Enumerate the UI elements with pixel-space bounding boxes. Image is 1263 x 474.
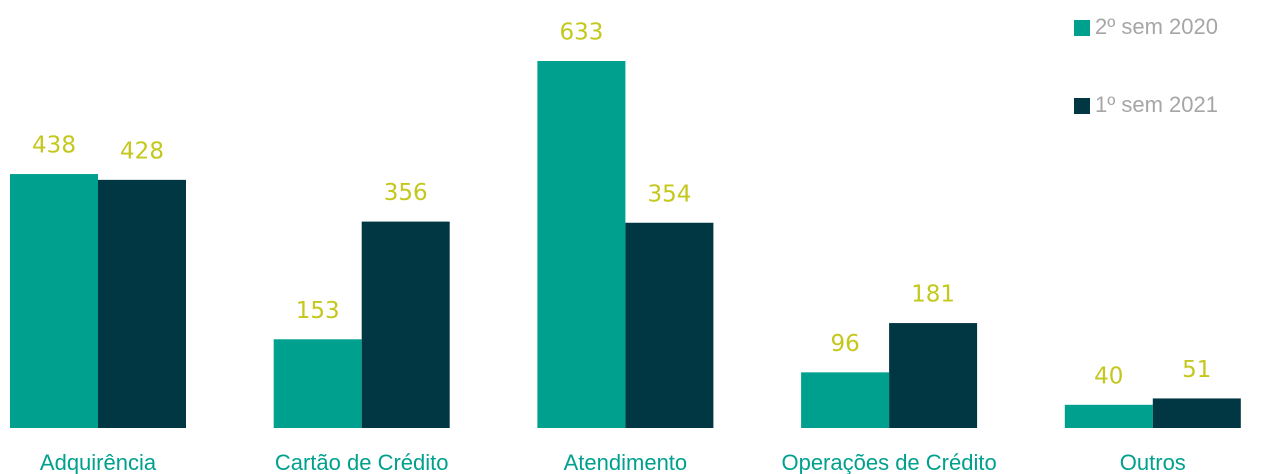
value-label: 51: [1182, 357, 1211, 383]
value-label: 633: [559, 20, 603, 46]
bar: [625, 222, 714, 428]
bar: [1152, 398, 1241, 428]
x-tick-label: Operações de Crédito: [781, 450, 996, 474]
bar: [273, 339, 362, 428]
legend-swatch: [1074, 98, 1090, 114]
legend-label: 1º sem 2021: [1095, 92, 1218, 117]
value-label: 40: [1094, 363, 1123, 389]
value-label: 428: [120, 138, 164, 164]
value-label: 181: [911, 282, 955, 308]
bar: [801, 372, 890, 428]
legend-swatch: [1074, 20, 1090, 36]
x-tick-label: Cartão de Crédito: [275, 450, 449, 474]
bar: [361, 221, 450, 428]
value-label: 96: [830, 331, 859, 357]
bar: [1064, 404, 1153, 428]
x-tick-label: Atendimento: [564, 450, 688, 474]
x-tick-label: Outros: [1120, 450, 1186, 474]
legend-label: 2º sem 2020: [1095, 14, 1218, 39]
value-label: 438: [32, 133, 76, 159]
x-tick-label: Adquirência: [40, 450, 157, 474]
bar: [889, 323, 978, 428]
value-label: 153: [296, 298, 340, 324]
bar: [98, 179, 186, 428]
value-label: 354: [647, 181, 691, 207]
bar: [10, 174, 98, 428]
bar: [537, 61, 626, 428]
value-label: 356: [384, 180, 428, 206]
